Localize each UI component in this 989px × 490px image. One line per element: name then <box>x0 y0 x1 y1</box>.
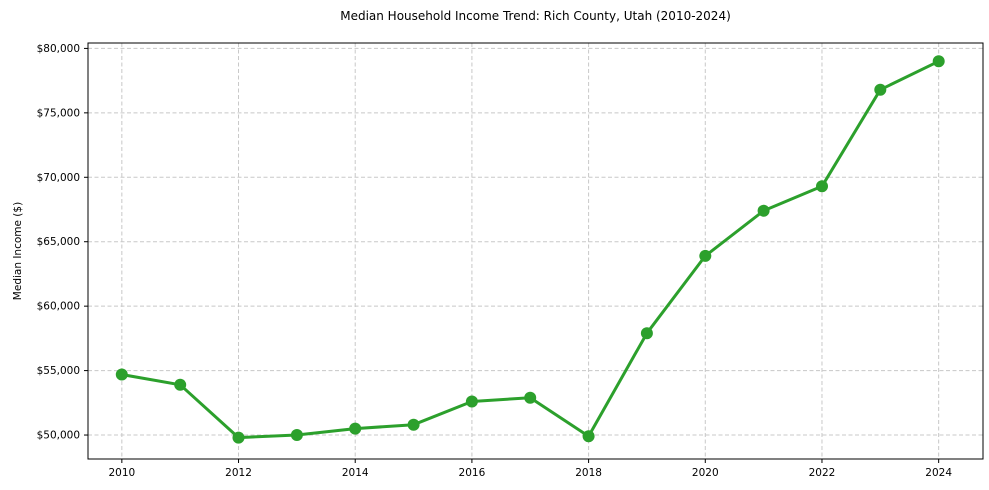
x-tick-label: 2016 <box>459 467 486 479</box>
data-point-2023 <box>874 83 887 96</box>
data-point-2013 <box>290 429 303 441</box>
y-tick-label: $55,000 <box>37 365 80 377</box>
data-point-2017 <box>524 391 537 404</box>
data-point-2021 <box>757 204 770 217</box>
plot-border <box>87 42 984 460</box>
data-point-2016 <box>465 395 478 408</box>
x-tick-label: 2020 <box>692 467 719 479</box>
chart-title: Median Household Income Trend: Rich Coun… <box>340 9 731 23</box>
y-tick-label: $75,000 <box>37 107 80 119</box>
data-point-2015 <box>407 418 420 431</box>
y-tick-label: $60,000 <box>37 301 80 313</box>
y-tick-label: $70,000 <box>37 172 80 184</box>
x-tick-label: 2012 <box>225 467 252 479</box>
data-point-2020 <box>699 249 712 262</box>
y-tick-label: $50,000 <box>37 430 80 442</box>
data-point-2011 <box>174 378 187 391</box>
x-tick-label: 2024 <box>925 467 952 479</box>
x-tick-label: 2022 <box>809 467 836 479</box>
y-tick-label: $65,000 <box>37 236 80 248</box>
x-tick-label: 2014 <box>342 467 369 479</box>
x-tick-label: 2018 <box>575 467 602 479</box>
data-point-2014 <box>349 422 362 435</box>
data-point-2012 <box>232 431 245 444</box>
data-point-2010 <box>115 368 128 381</box>
data-point-2019 <box>640 327 653 340</box>
data-point-2018 <box>582 430 595 443</box>
x-tick-label: 2010 <box>108 467 135 479</box>
y-axis-label: Median Income ($) <box>12 201 24 301</box>
trend-line <box>120 59 941 440</box>
data-point-2022 <box>816 180 828 193</box>
data-point-2024 <box>932 55 945 68</box>
y-tick-label: $80,000 <box>37 43 80 55</box>
